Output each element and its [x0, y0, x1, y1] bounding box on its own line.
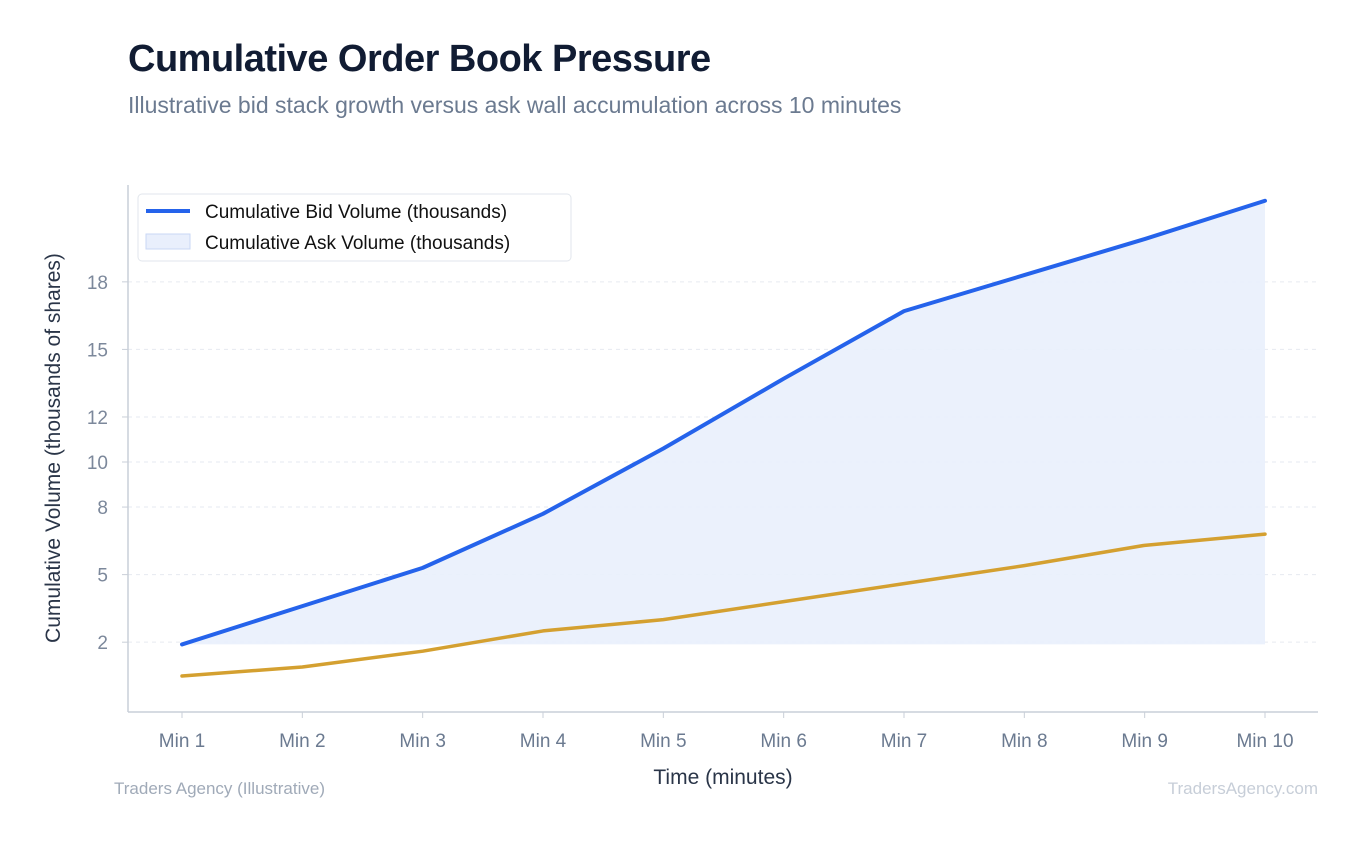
legend-swatch-ask — [145, 233, 191, 250]
x-tick-label: Min 1 — [159, 731, 205, 752]
x-tick-label: Min 8 — [1001, 731, 1047, 752]
chart-subtitle: Illustrative bid stack growth versus ask… — [128, 92, 902, 118]
y-tick-label: 10 — [87, 453, 108, 474]
x-tick-label: Min 2 — [279, 731, 325, 752]
chart-title: Cumulative Order Book Pressure — [128, 38, 711, 80]
x-tick-label: Min 9 — [1121, 731, 1167, 752]
y-axis-label: Cumulative Volume (thousands of shares) — [42, 253, 65, 643]
series-lines — [180, 198, 1267, 678]
y-tick-label: 15 — [87, 340, 108, 361]
watermark: TradersAgency.com — [1167, 779, 1318, 798]
y-tick-label: 12 — [87, 408, 108, 429]
legend: Cumulative Bid Volume (thousands) Cumulat… — [137, 193, 572, 262]
y-tick-label: 8 — [97, 498, 108, 519]
legend-label-ask: Cumulative Ask Volume (thousands) — [205, 233, 510, 254]
x-tick-label: Min 4 — [520, 731, 567, 752]
legend-box — [137, 193, 572, 262]
legend-label-bid: Cumulative Bid Volume (thousands) — [205, 202, 507, 223]
y-tick-label: 2 — [97, 633, 108, 654]
x-tick-label: Min 5 — [640, 731, 686, 752]
x-axis-label: Time (minutes) — [653, 766, 792, 789]
ask-volume-line — [180, 532, 1267, 678]
y-tick-label: 18 — [87, 273, 108, 294]
fill-area — [182, 200, 1265, 645]
fill-between-area — [182, 200, 1265, 645]
x-tick-label: Min 10 — [1236, 731, 1293, 752]
x-tick-label: Min 7 — [881, 731, 927, 752]
bid-volume-line — [180, 198, 1267, 647]
x-tick-label: Min 3 — [399, 731, 445, 752]
axes — [122, 185, 1318, 718]
x-tick-label: Min 6 — [760, 731, 806, 752]
y-tick-label: 5 — [97, 566, 108, 587]
x-tick-labels: Min 1 Min 2 Min 3 Min 4 Min 5 Min 6 Min 7 Min 8… — [159, 731, 1294, 752]
source-note: Traders Agency (Illustrative) — [114, 779, 325, 798]
y-tick-labels: 2 5 8 10 12 15 18 — [87, 273, 108, 654]
